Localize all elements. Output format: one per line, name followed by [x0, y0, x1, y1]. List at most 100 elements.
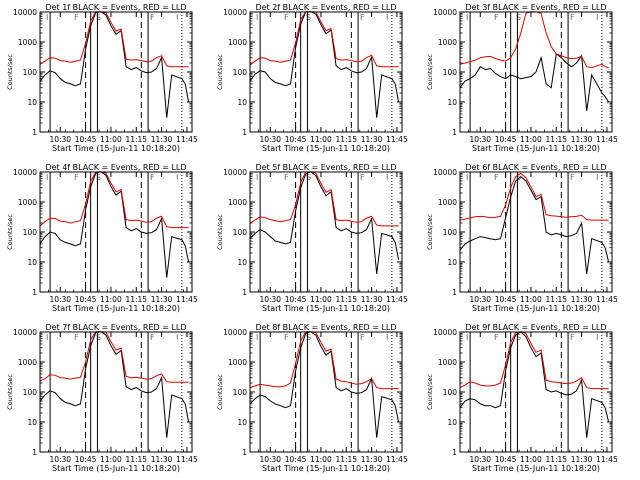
x-tick-label: 11:45 [176, 135, 198, 144]
series-lld-line [459, 11, 609, 69]
plot-frame [39, 331, 193, 453]
state-letter: I [256, 13, 258, 22]
y-tick-label: 1000 [228, 358, 247, 367]
series-events-line [459, 52, 610, 112]
y-tick-label: 1000 [228, 38, 247, 47]
x-axis-label-prefix: Start Time [472, 464, 514, 473]
x-tick-label: 11:45 [176, 455, 198, 464]
state-letter: S [516, 13, 521, 22]
y-tick-label: 10000 [433, 8, 457, 17]
plot-frame [459, 171, 613, 293]
plot-frame [459, 11, 613, 133]
state-letter: S [516, 173, 521, 182]
y-tick-label: 10 [447, 98, 457, 107]
series-lld-line [249, 11, 399, 68]
x-axis-start-time: (15-Jun-11 10:18:20) [516, 464, 600, 473]
y-tick-label: 100 [443, 388, 458, 397]
plot-frame [39, 11, 193, 133]
state-letter: I [386, 333, 388, 342]
y-axis-label: Counts/sec [426, 374, 434, 410]
y-axis-label: Counts/sec [6, 214, 14, 250]
x-tick-label: 11:30 [151, 295, 173, 304]
y-tick-label: 10000 [223, 328, 247, 337]
x-axis-label-prefix: Start Time [262, 464, 304, 473]
state-letter: F [74, 333, 79, 342]
x-tick-label: 10:30 [469, 295, 491, 304]
y-tick-label: 10 [237, 418, 247, 427]
y-tick-label: 100 [23, 388, 38, 397]
x-axis-start-time: (15-Jun-11 10:18:20) [96, 144, 180, 153]
x-tick-label: 11:30 [361, 135, 383, 144]
x-tick-label: 10:30 [259, 295, 281, 304]
x-tick-label: 11:30 [361, 455, 383, 464]
state-letter: F [360, 13, 365, 22]
panel-title: Det 2f BLACK = Events, RED = LLD [255, 3, 396, 12]
x-tick-label: 11:00 [310, 455, 332, 464]
x-tick-label: 11:15 [545, 455, 567, 464]
y-axis-label: Counts/sec [426, 214, 434, 250]
y-tick-label: 1000 [438, 358, 457, 367]
x-axis-label: Start Time (15-Jun-11 10:18:20) [472, 304, 600, 313]
x-tick-label: 11:45 [596, 135, 618, 144]
state-letter: I [256, 333, 258, 342]
state-letter: I [386, 13, 388, 22]
x-axis-label-prefix: Start Time [472, 144, 514, 153]
y-tick-label: 10 [447, 418, 457, 427]
state-letter: F [570, 13, 575, 22]
x-axis-start-time: (15-Jun-11 10:18:20) [96, 464, 180, 473]
state-letter: F [150, 173, 155, 182]
state-letter: S [516, 333, 521, 342]
x-axis-label-prefix: Start Time [52, 464, 94, 473]
y-tick-label: 100 [443, 68, 458, 77]
x-tick-label: 10:45 [75, 295, 97, 304]
x-tick-label: 11:15 [335, 135, 357, 144]
x-tick-label: 10:30 [469, 135, 491, 144]
x-tick-label: 10:45 [495, 295, 517, 304]
x-axis-start-time: (15-Jun-11 10:18:20) [306, 304, 390, 313]
x-tick-label: 11:00 [520, 455, 542, 464]
y-axis-label: Counts/sec [216, 54, 224, 90]
x-tick-label: 10:45 [75, 455, 97, 464]
state-letter: F [284, 13, 289, 22]
x-axis-label: Start Time (15-Jun-11 10:18:20) [472, 464, 600, 473]
y-tick-label: 100 [23, 68, 38, 77]
y-tick-label: 10000 [13, 328, 37, 337]
x-tick-label: 11:45 [386, 295, 408, 304]
state-letter: F [494, 173, 499, 182]
x-tick-label: 10:30 [49, 455, 71, 464]
panel-title: Det 3f BLACK = Events, RED = LLD [465, 3, 606, 12]
x-axis-label: Start Time (15-Jun-11 10:18:20) [472, 144, 600, 153]
y-tick-label: 1 [242, 288, 247, 297]
x-axis-label: Start Time (15-Jun-11 10:18:20) [52, 464, 180, 473]
x-axis-label-prefix: Start Time [52, 304, 94, 313]
x-tick-label: 11:45 [386, 455, 408, 464]
x-tick-label: 11:00 [310, 135, 332, 144]
y-tick-label: 1 [32, 448, 37, 457]
panel-title: Det 1f BLACK = Events, RED = LLD [45, 3, 186, 12]
state-letter: S [96, 173, 101, 182]
x-axis-start-time: (15-Jun-11 10:18:20) [516, 144, 600, 153]
x-tick-label: 11:30 [151, 135, 173, 144]
y-axis-label: Counts/sec [6, 54, 14, 90]
x-axis-start-time: (15-Jun-11 10:18:20) [306, 144, 390, 153]
y-tick-label: 10 [237, 258, 247, 267]
x-axis-label: Start Time (15-Jun-11 10:18:20) [262, 464, 390, 473]
state-letter: I [596, 173, 598, 182]
state-letter: I [466, 13, 468, 22]
x-tick-label: 11:00 [100, 295, 122, 304]
y-tick-label: 10000 [13, 8, 37, 17]
state-letter: F [150, 13, 155, 22]
state-letter: F [74, 173, 79, 182]
state-letter: F [570, 173, 575, 182]
y-tick-label: 1 [242, 448, 247, 457]
x-axis-start-time: (15-Jun-11 10:18:20) [516, 304, 600, 313]
x-axis-label: Start Time (15-Jun-11 10:18:20) [262, 304, 390, 313]
x-tick-label: 11:00 [100, 135, 122, 144]
x-tick-label: 11:30 [571, 135, 593, 144]
y-tick-label: 10000 [433, 168, 457, 177]
series-events-line [39, 11, 190, 118]
